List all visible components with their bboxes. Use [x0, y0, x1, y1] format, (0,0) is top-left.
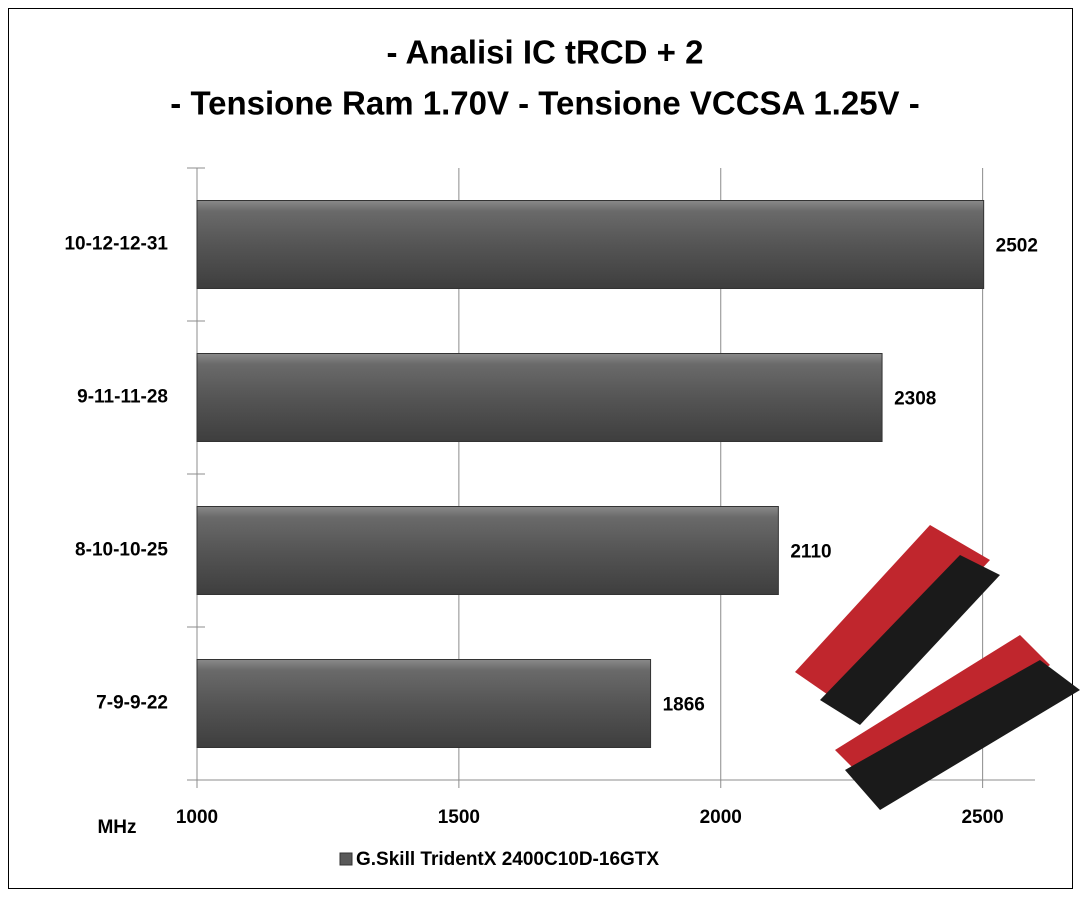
y-tick-label: 8-10-10-25	[75, 540, 168, 561]
bar	[197, 354, 882, 442]
bar	[197, 201, 984, 289]
chart: - Analisi IC tRCD + 2 - Tensione Ram 1.7…	[0, 0, 1081, 897]
value-label: 2308	[894, 389, 936, 410]
y-tick-label: 9-11-11-28	[77, 387, 168, 408]
bar	[197, 660, 651, 748]
y-tick-label: 7-9-9-22	[96, 693, 168, 714]
page: {"chart_data": {"type": "bar", "orientat…	[0, 0, 1081, 897]
value-label: 2110	[790, 542, 831, 563]
bar	[197, 507, 778, 595]
x-tick-label: 2000	[700, 807, 742, 828]
chart-title: - Analisi IC tRCD + 2	[387, 34, 704, 71]
x-tick-label: 1000	[176, 807, 218, 828]
value-label: 2502	[996, 236, 1038, 257]
x-tick-label: 1500	[438, 807, 480, 828]
value-label: 1866	[663, 695, 705, 716]
x-tick-label: 2500	[961, 807, 1003, 828]
x-axis-label: MHz	[97, 817, 136, 838]
legend-label: G.Skill TridentX 2400C10D-16GTX	[356, 849, 659, 870]
chart-subtitle: - Tensione Ram 1.70V - Tensione VCCSA 1.…	[170, 85, 919, 122]
y-tick-label: 10-12-12-31	[64, 234, 168, 255]
legend-swatch	[340, 853, 352, 865]
